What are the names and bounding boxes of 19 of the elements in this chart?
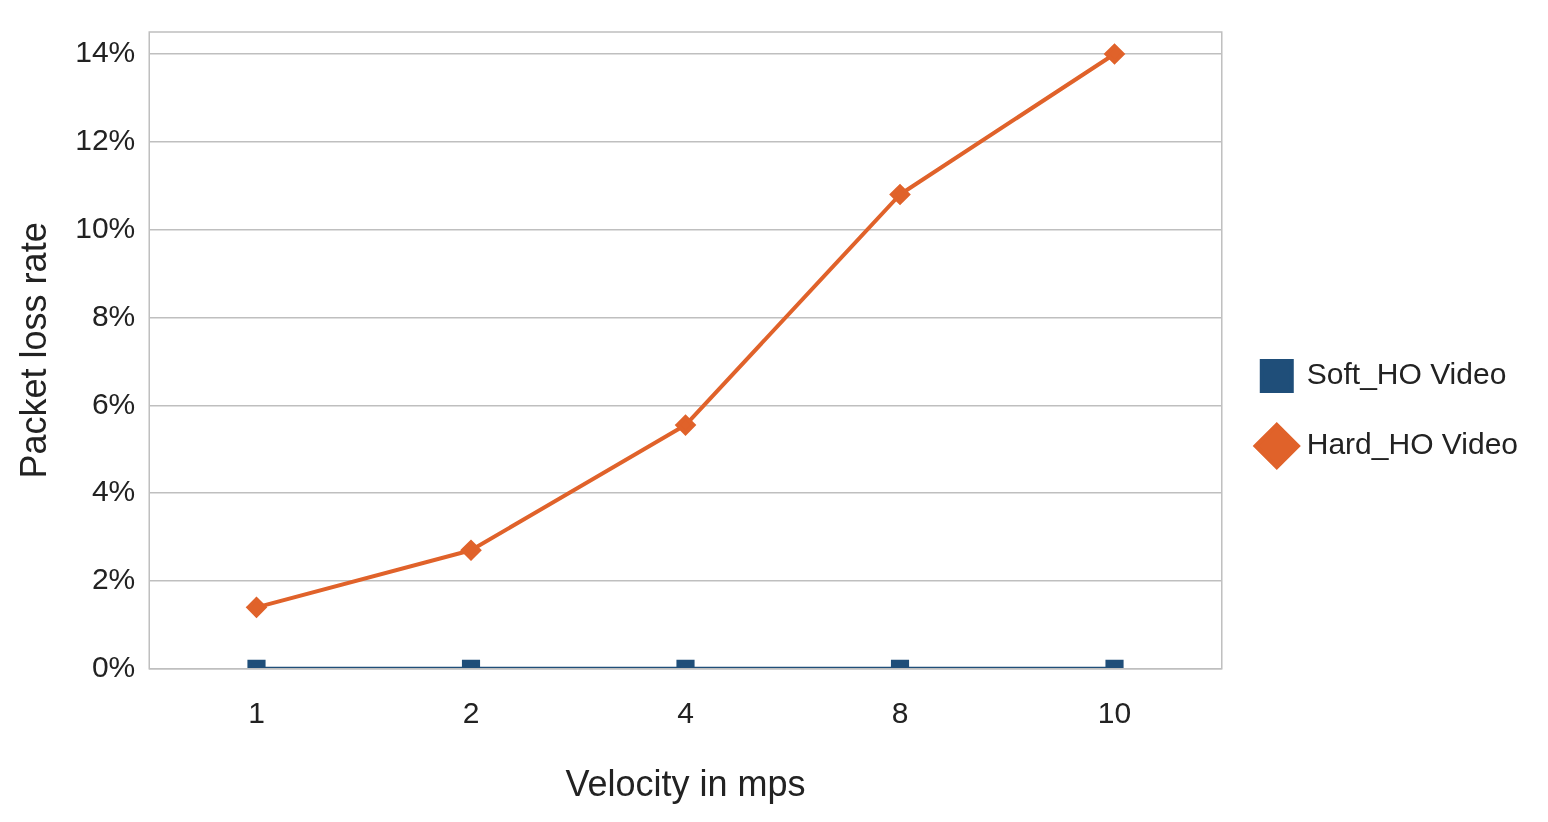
y-axis-title: Packet loss rate <box>12 222 54 479</box>
y-tick-label: 12% <box>75 123 136 157</box>
x-tick-label: 8 <box>891 696 909 730</box>
x-tick-label: 1 <box>248 696 265 730</box>
point <box>1104 43 1125 64</box>
legend-label: Soft_HO Video <box>1306 357 1507 391</box>
y-tick-label: 6% <box>91 386 136 420</box>
x-axis-title: Velocity in mps <box>565 763 806 805</box>
x-tick-label: 10 <box>1097 696 1132 730</box>
x-tick-label: 4 <box>677 696 694 730</box>
y-tick-label: 4% <box>91 474 136 508</box>
y-tick-label: 2% <box>91 562 136 596</box>
legend-label: Hard_HO Video <box>1306 427 1518 461</box>
point <box>890 184 911 205</box>
y-tick-label: 10% <box>75 210 136 244</box>
y-tick-label: 0% <box>91 650 136 684</box>
x-tick-label: 2 <box>462 696 480 730</box>
y-tick-label: 14% <box>75 35 136 69</box>
y-tick-label: 8% <box>91 298 136 332</box>
